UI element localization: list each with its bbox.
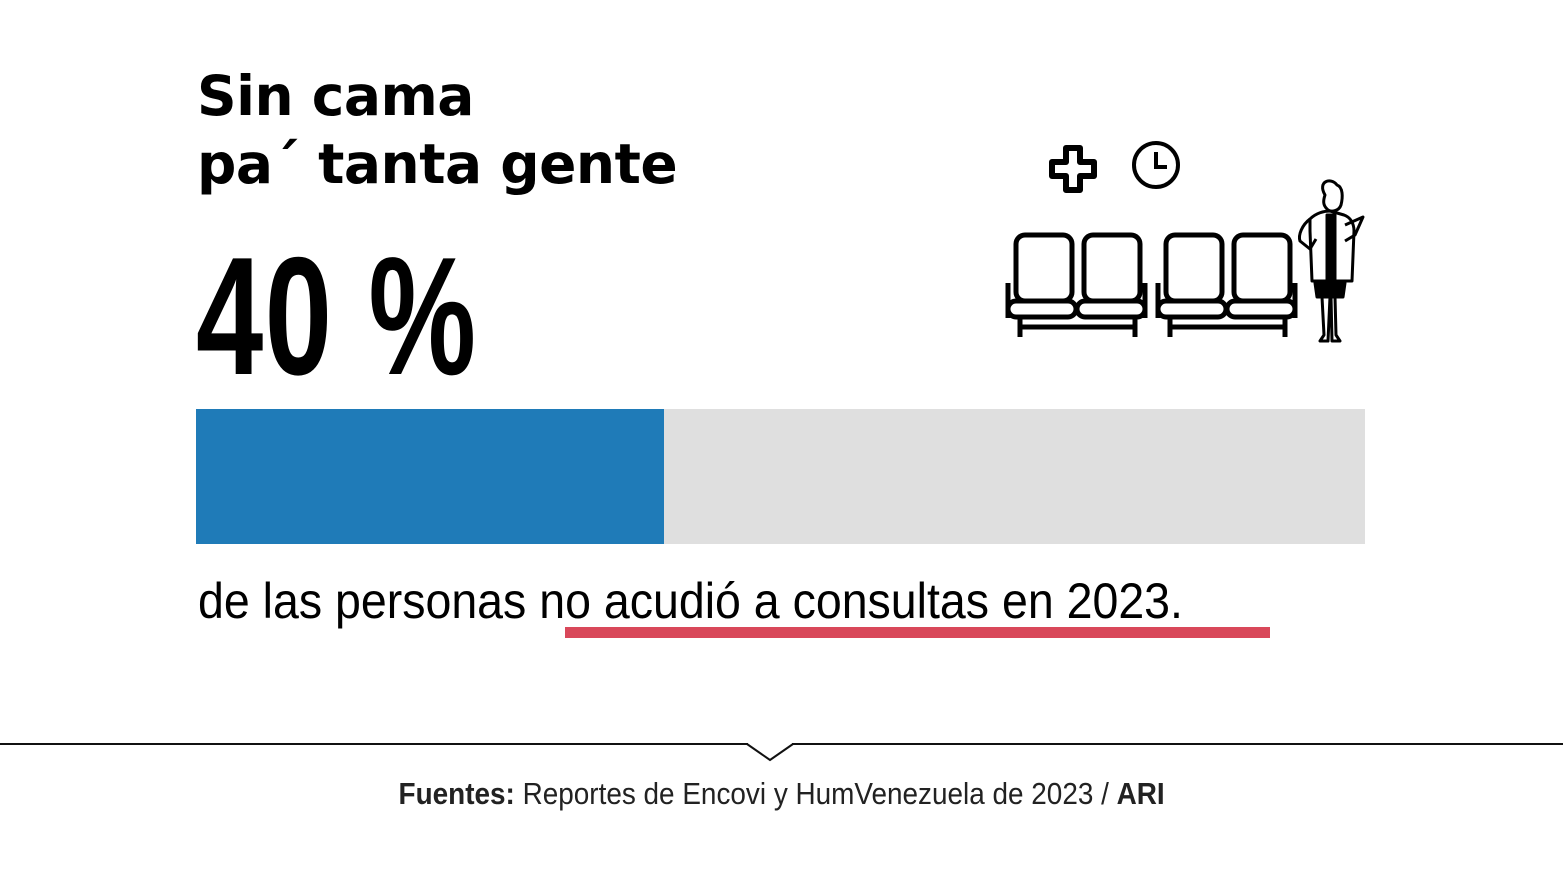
footer-divider-left	[0, 743, 748, 745]
highlight-underline	[565, 627, 1270, 638]
title-line-1: Sin cama	[197, 64, 474, 128]
description-prefix: de las personas	[198, 573, 540, 629]
medical-cross-icon	[1049, 145, 1097, 193]
chart-title: Sin cama pa´ tanta gente	[197, 62, 678, 198]
footer-divider-right	[792, 743, 1563, 745]
headline-percentage: 40 %	[196, 222, 478, 410]
source-note: Fuentes: Reportes de Encovi y HumVenezue…	[0, 772, 1563, 816]
progress-bar-fill	[196, 409, 664, 544]
waiting-room-illustration	[1005, 141, 1365, 343]
clock-icon	[1132, 141, 1180, 189]
progress-bar-track	[196, 409, 1365, 544]
divider-notch	[746, 743, 794, 762]
source-text: Reportes de Encovi y HumVenezuela de 202…	[514, 776, 1117, 811]
title-line-2: pa´ tanta gente	[197, 132, 678, 196]
source-credit: ARI	[1116, 776, 1165, 811]
source-label: Fuentes:	[398, 776, 515, 811]
description-highlight: no acudió a consultas en 2023.	[539, 573, 1183, 629]
doctor-icon	[1298, 179, 1365, 343]
waiting-chairs-icon	[1005, 232, 1298, 337]
chart-description: de las personas no acudió a consultas en…	[198, 570, 1183, 632]
